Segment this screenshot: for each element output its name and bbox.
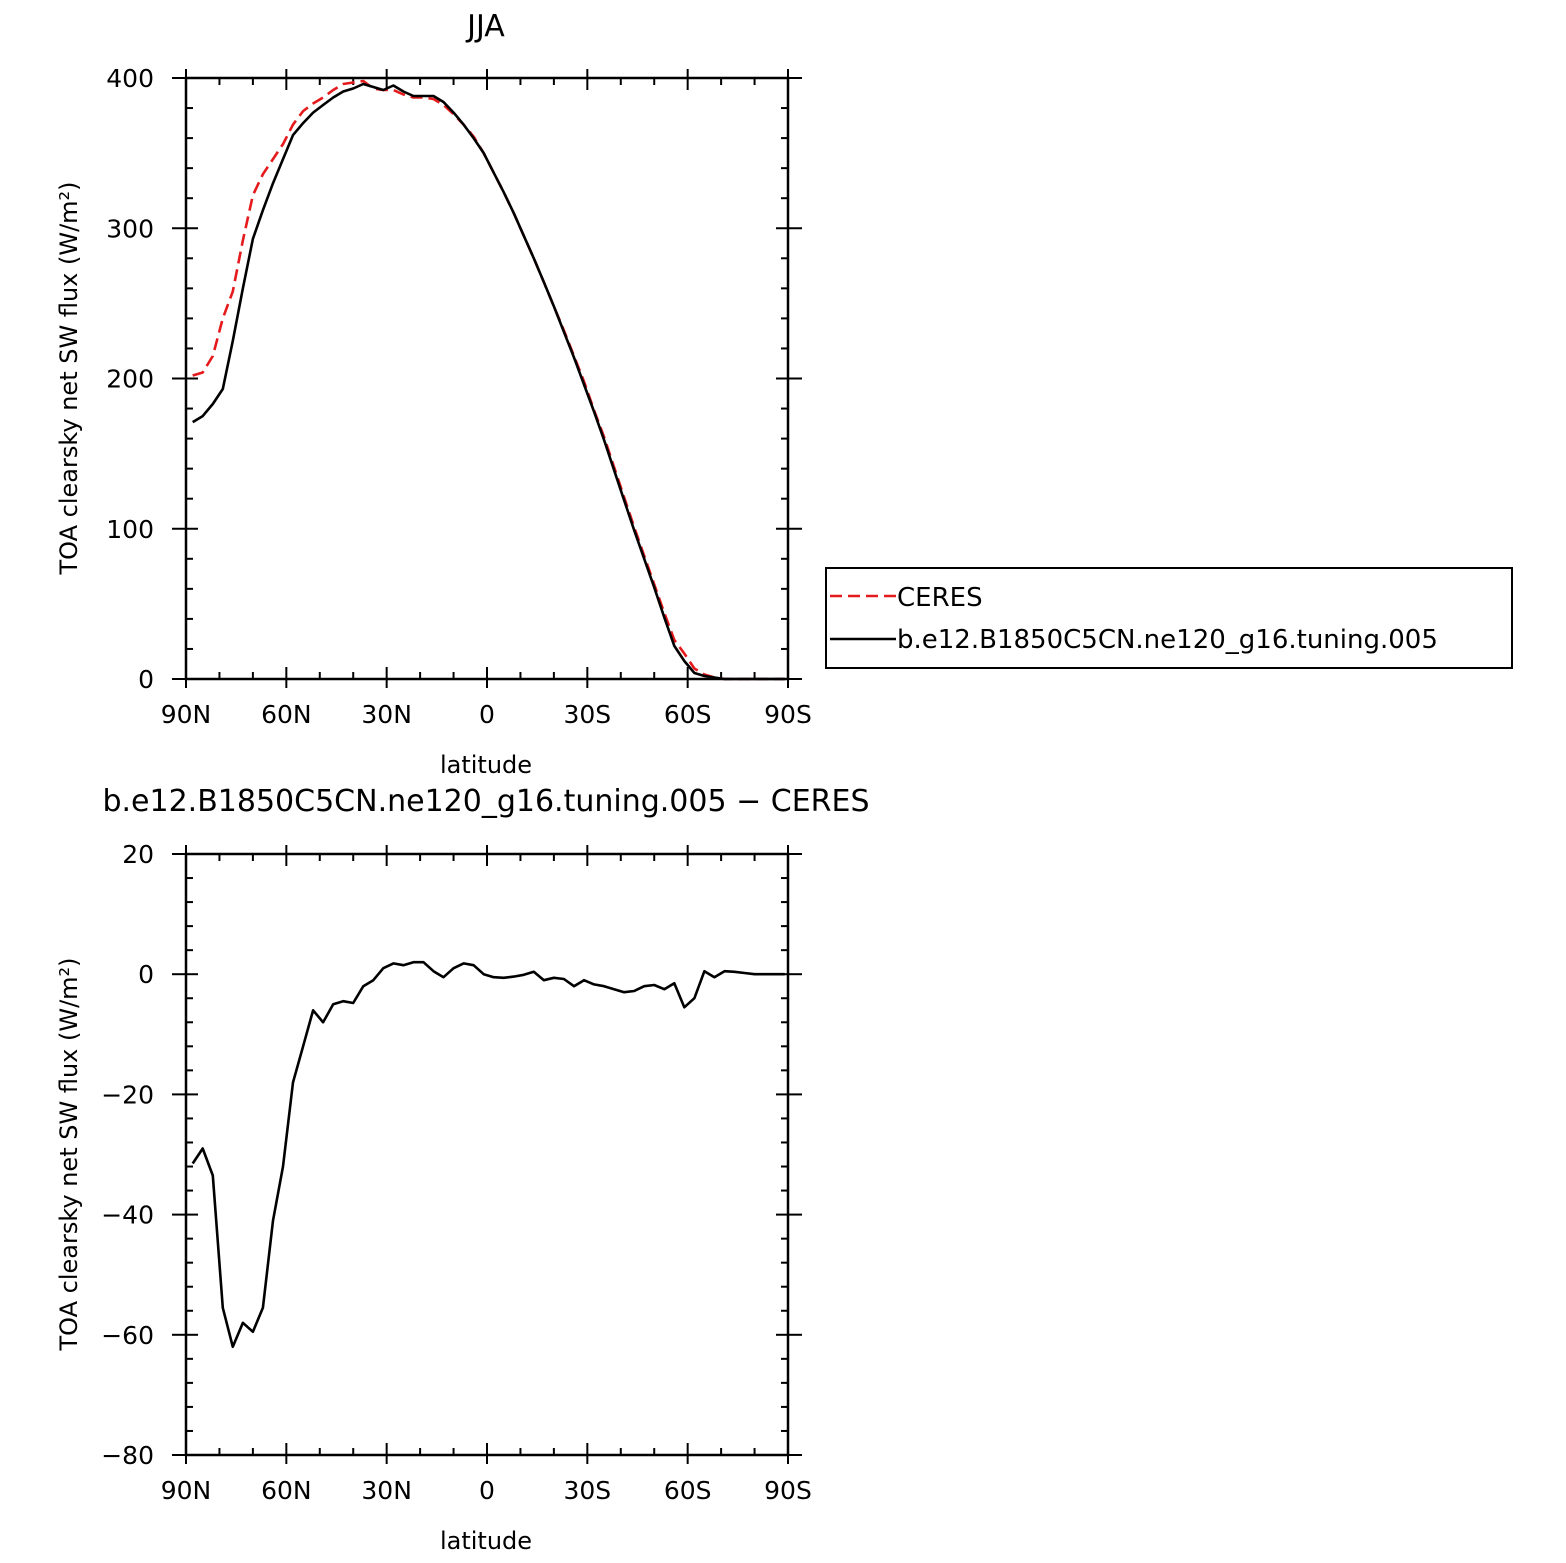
top-plot-frame xyxy=(184,76,790,681)
bottom-x-tick-label: 90S xyxy=(764,1476,812,1505)
bottom-y-tick-label: 20 xyxy=(122,840,154,869)
bottom-y-axis-title: TOA clearsky net SW flux (W/m²) xyxy=(55,957,83,1351)
top-plot-title: JJA xyxy=(465,9,505,44)
bottom-x-tick-label: 30N xyxy=(361,1476,412,1505)
top-y-tick-label: 300 xyxy=(106,214,154,243)
top-x-tick-label: 60S xyxy=(664,700,712,729)
bottom-plot-title: b.e12.B1850C5CN.ne120_g16.tuning.005 − C… xyxy=(102,784,869,819)
top-x-tick-label: 90N xyxy=(161,700,212,729)
top-x-tick-label: 90S xyxy=(764,700,812,729)
legend-label-model: b.e12.B1850C5CN.ne120_g16.tuning.005 xyxy=(897,625,1438,655)
top-y-tick-label: 0 xyxy=(138,665,154,694)
top-x-axis-title: latitude xyxy=(440,751,532,779)
bottom-y-tick-label: 0 xyxy=(138,960,154,989)
top-y-tick-label: 400 xyxy=(106,64,154,93)
bottom-series-lines xyxy=(191,960,785,1349)
top-axis-ticks: 90N 60N 30N 0 30S 60S 90S 0 100 200 300 400 xyxy=(106,64,812,729)
bottom-x-tick-label: 60N xyxy=(261,1476,312,1505)
top-series-lines xyxy=(192,79,785,681)
top-y-tick-label: 200 xyxy=(106,365,154,394)
bottom-y-tick-label: −20 xyxy=(101,1080,154,1109)
bottom-y-tick-label: −80 xyxy=(101,1441,154,1470)
top-x-tick-label: 60N xyxy=(261,700,312,729)
top-x-tick-label: 30S xyxy=(563,700,611,729)
bottom-x-axis-title: latitude xyxy=(440,1527,532,1555)
top-y-tick-label: 100 xyxy=(106,515,154,544)
bottom-plot-frame xyxy=(184,852,790,1457)
legend-box xyxy=(825,567,1513,669)
bottom-x-tick-label: 90N xyxy=(161,1476,212,1505)
bottom-axis-ticks: 90N 60N 30N 0 30S 60S 90S −80 −60 −40 −20 0 20 xyxy=(101,840,812,1505)
bottom-x-tick-label: 30S xyxy=(563,1476,611,1505)
bottom-panel: b.e12.B1850C5CN.ne120_g16.tuning.005 − C… xyxy=(55,784,870,1555)
bottom-y-tick-label: −40 xyxy=(101,1201,154,1230)
top-panel: JJA 90N 60N 30N 0 30S 60S 90S 0 100 200 300 400 lat… xyxy=(55,9,812,779)
top-y-axis-title: TOA clearsky net SW flux (W/m²) xyxy=(55,181,83,575)
bottom-x-tick-label: 60S xyxy=(664,1476,712,1505)
bottom-x-tick-label: 0 xyxy=(479,1476,495,1505)
legend: CERES b.e12.B1850C5CN.ne120_g16.tuning.0… xyxy=(825,567,1513,669)
legend-label-ceres: CERES xyxy=(897,583,983,613)
top-x-tick-label: 30N xyxy=(361,700,412,729)
top-series-line-0 xyxy=(192,79,785,681)
top-series-line-1 xyxy=(192,82,785,681)
bottom-series-line-0 xyxy=(191,960,785,1349)
bottom-y-tick-label: −60 xyxy=(101,1321,154,1350)
top-x-tick-label: 0 xyxy=(479,700,495,729)
